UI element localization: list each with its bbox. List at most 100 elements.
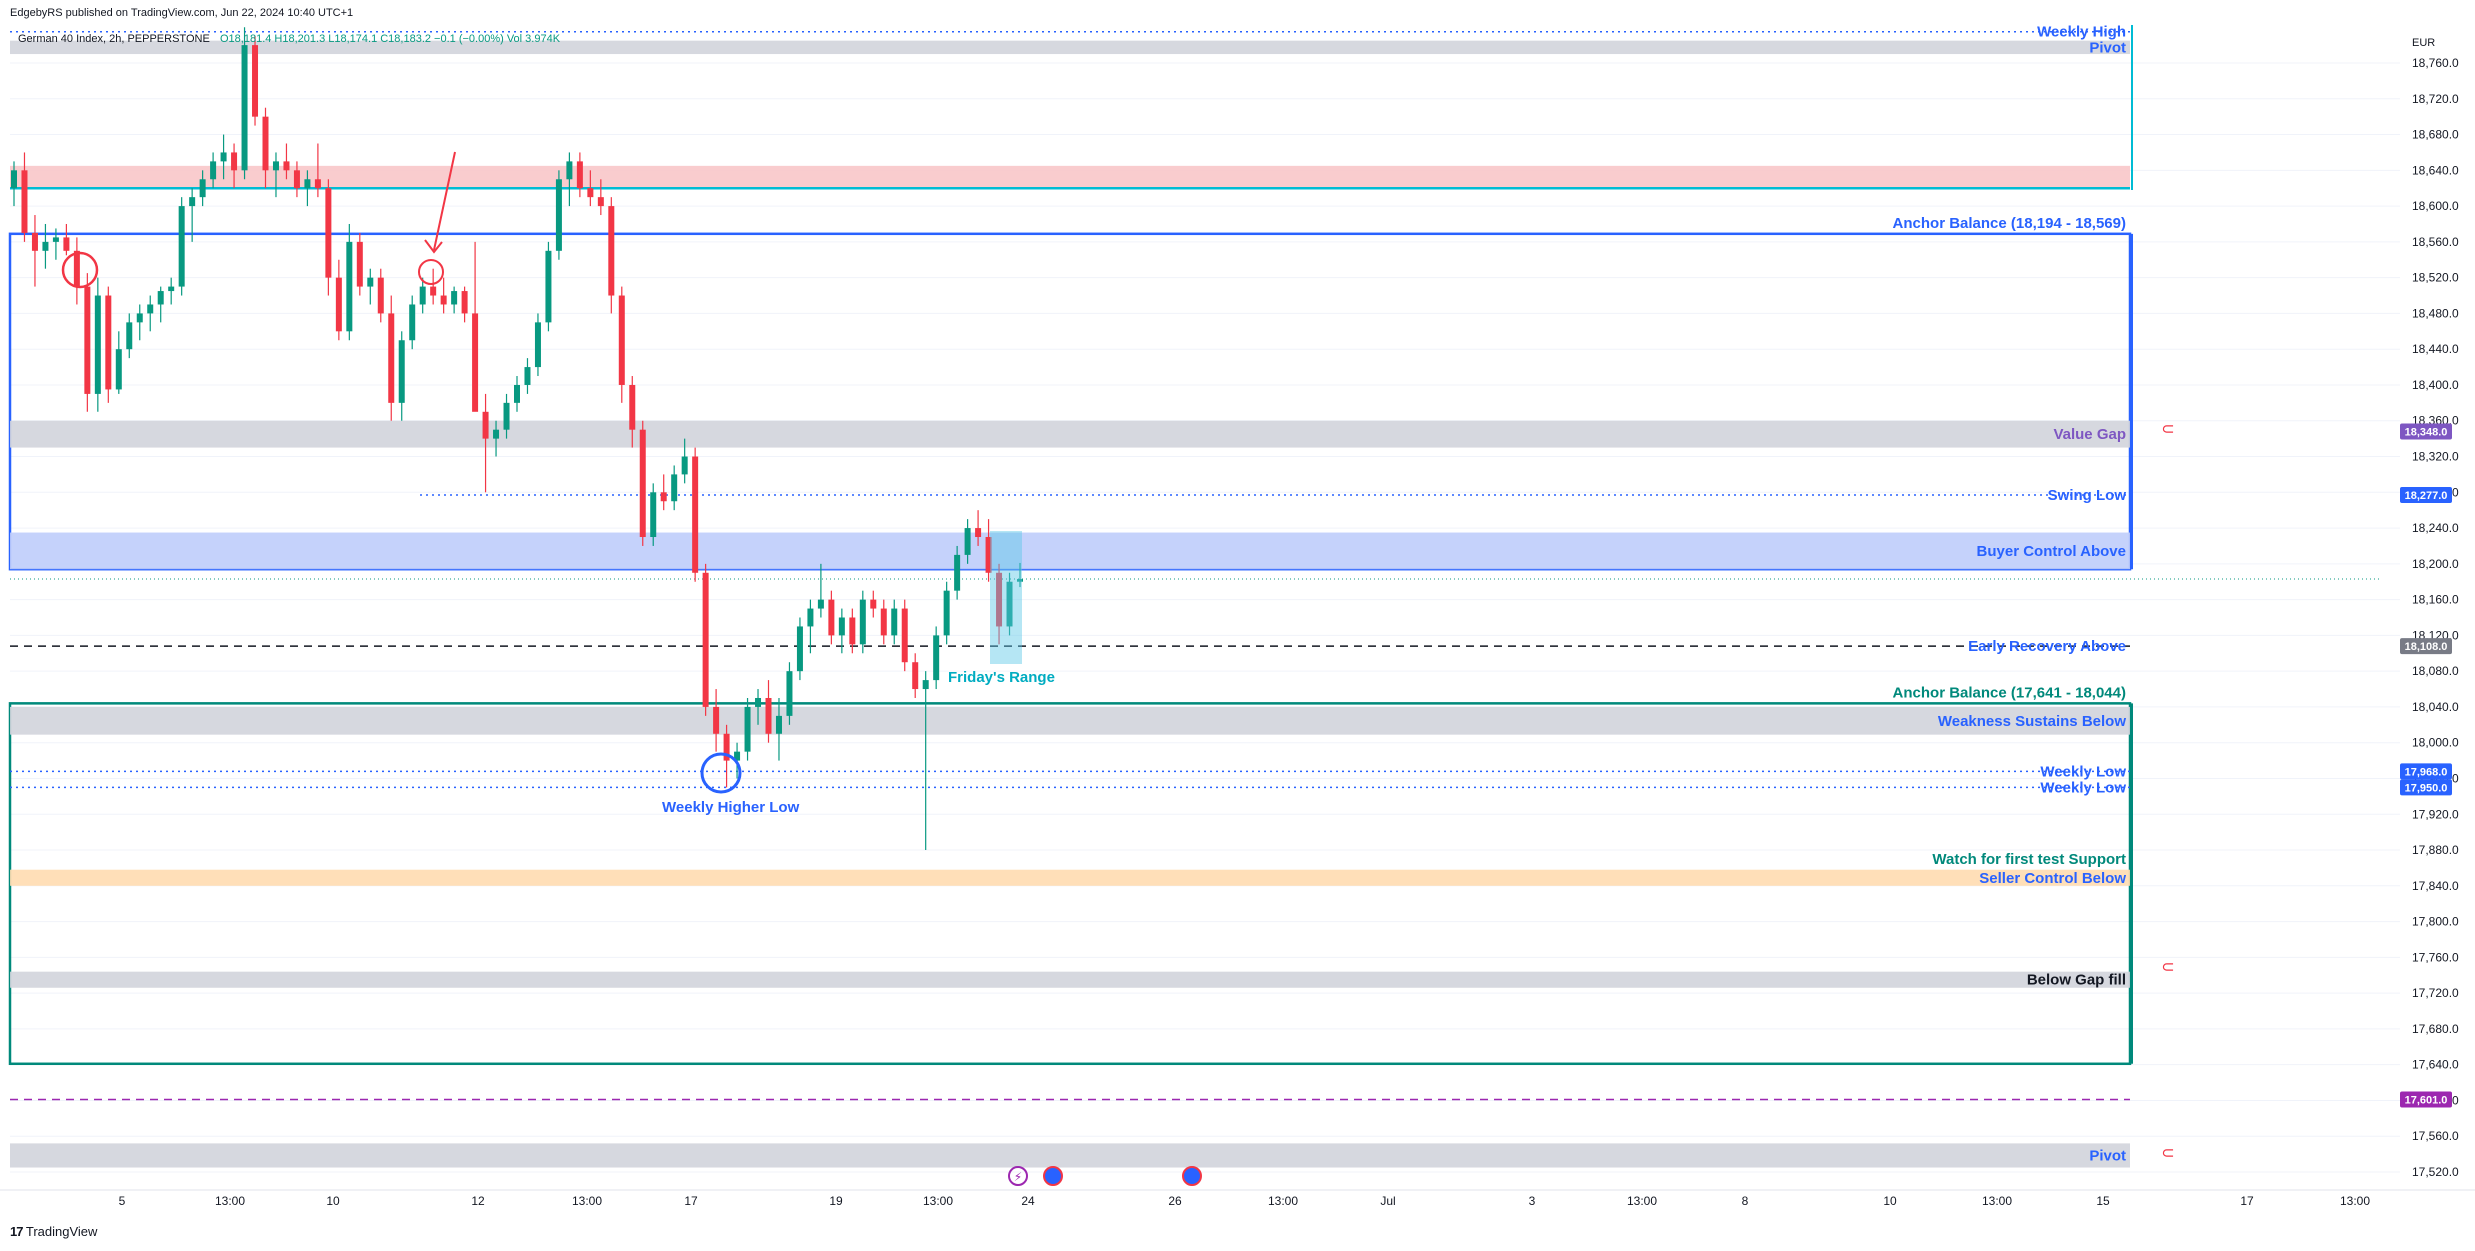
candle-body bbox=[765, 697, 772, 734]
candle-body bbox=[555, 179, 562, 251]
y-tick-label: 18,560.0 bbox=[2412, 235, 2459, 249]
zone-band bbox=[10, 165, 2130, 189]
candle-body bbox=[21, 170, 28, 233]
tradingview-brand: TradingView bbox=[25, 1224, 98, 1239]
candle-body bbox=[493, 429, 500, 439]
x-tick-label: 13:00 bbox=[2340, 1194, 2370, 1208]
price-label: 18,348.0 bbox=[2405, 426, 2448, 438]
candle-body bbox=[398, 340, 405, 403]
candle-body bbox=[566, 161, 573, 180]
magnet-icon: ⊂ bbox=[2161, 1143, 2174, 1162]
zone-band bbox=[10, 869, 2130, 886]
y-tick-label: 18,720.0 bbox=[2412, 92, 2459, 106]
candle-body bbox=[964, 528, 971, 555]
event-lightning-glyph: ⚡ bbox=[1014, 1170, 1022, 1184]
candle-body bbox=[786, 671, 793, 716]
candle-body bbox=[356, 241, 363, 287]
y-tick-label: 18,320.0 bbox=[2412, 450, 2459, 464]
tradingview-logo-icon: 17 bbox=[10, 1224, 24, 1239]
candle-body bbox=[231, 152, 238, 171]
price-label-bg bbox=[2400, 763, 2452, 780]
candle-body bbox=[838, 617, 845, 636]
candle-body bbox=[105, 295, 112, 390]
candle-body bbox=[608, 206, 615, 296]
symbol-title[interactable]: German 40 Index, 2h, PEPPERSTONE bbox=[18, 33, 210, 45]
candle-body bbox=[891, 608, 898, 636]
zone-label: Weakness Sustains Below bbox=[1938, 713, 2126, 730]
y-tick-label: 17,680.0 bbox=[2412, 1022, 2459, 1036]
candle-body bbox=[472, 313, 479, 412]
candle-body bbox=[702, 572, 709, 707]
candle-body bbox=[409, 304, 416, 341]
candle-body bbox=[73, 250, 80, 287]
candle-body bbox=[524, 367, 531, 385]
zone-label: Seller Control Below bbox=[1979, 870, 2126, 887]
candle-body bbox=[744, 706, 751, 752]
candle-body bbox=[335, 277, 342, 332]
candle-body bbox=[52, 237, 59, 242]
candle-body bbox=[713, 706, 720, 734]
zone-label: Swing Low bbox=[2048, 487, 2127, 504]
candle-body bbox=[922, 680, 929, 690]
event-lightning-icon bbox=[1008, 1166, 1028, 1186]
candle-body bbox=[870, 599, 877, 609]
zone-label: Below Gap fill bbox=[2027, 972, 2126, 989]
x-tick-label: 13:00 bbox=[923, 1194, 953, 1208]
candle-body bbox=[304, 179, 311, 189]
candle-body bbox=[692, 456, 699, 573]
highlight-circle bbox=[418, 259, 444, 285]
x-tick-label: 13:00 bbox=[1268, 1194, 1298, 1208]
candle-body bbox=[63, 237, 70, 251]
price-label-bg bbox=[2400, 486, 2452, 503]
event-flag-icon bbox=[1182, 1166, 1202, 1186]
x-tick-label: 15 bbox=[2096, 1194, 2110, 1208]
candle-body bbox=[115, 349, 122, 390]
candle-body bbox=[755, 697, 762, 707]
y-tick-label: 18,600.0 bbox=[2412, 199, 2459, 213]
y-tick-label: 17,920.0 bbox=[2412, 807, 2459, 821]
x-tick-label: 10 bbox=[1883, 1194, 1897, 1208]
candle-body bbox=[440, 295, 447, 305]
candle-body bbox=[734, 751, 741, 761]
candle-body bbox=[314, 179, 321, 189]
candle-body bbox=[828, 599, 835, 636]
zone-label: Pivot bbox=[2089, 39, 2126, 56]
tradingview-logo[interactable]: 17 TradingView bbox=[10, 1224, 97, 1239]
candle-body bbox=[262, 116, 269, 171]
candle-body bbox=[859, 599, 866, 645]
zone-band bbox=[10, 971, 2130, 988]
y-tick-label: 18,040.0 bbox=[2412, 700, 2459, 714]
candle-body bbox=[451, 291, 458, 305]
zone-label: Weekly High bbox=[2037, 24, 2126, 41]
candle-body bbox=[534, 322, 541, 368]
candle-body bbox=[817, 599, 824, 609]
candlestick-series bbox=[11, 27, 1023, 851]
candle-body bbox=[199, 179, 206, 198]
y-tick-label: 17,720.0 bbox=[2412, 986, 2459, 1000]
candle-body bbox=[168, 286, 175, 292]
zone-label: Weekly Low bbox=[2040, 779, 2126, 796]
candle-body bbox=[639, 429, 646, 538]
candle-body bbox=[136, 313, 143, 323]
candle-body bbox=[241, 45, 248, 171]
candle-body bbox=[126, 322, 133, 350]
y-tick-label: 18,160.0 bbox=[2412, 593, 2459, 607]
arrow-head bbox=[424, 239, 443, 254]
candle-body bbox=[325, 188, 332, 278]
y-tick-label: 18,080.0 bbox=[2412, 664, 2459, 678]
candle-body bbox=[1006, 581, 1013, 627]
candle-body bbox=[178, 206, 185, 287]
candle-body bbox=[629, 384, 636, 430]
candle-body bbox=[220, 152, 227, 162]
candle-body bbox=[576, 161, 583, 189]
candle-body bbox=[272, 161, 279, 171]
x-tick-label: 3 bbox=[1529, 1194, 1536, 1208]
candle-body bbox=[880, 608, 887, 636]
zone-label: Watch for first test Support bbox=[1932, 851, 2126, 868]
y-tick-label: 18,400.0 bbox=[2412, 378, 2459, 392]
x-tick-label: 19 bbox=[829, 1194, 843, 1208]
zone-label: Anchor Balance (18,194 - 18,569) bbox=[1893, 215, 2126, 232]
currency-label[interactable]: EUR bbox=[2412, 37, 2436, 49]
